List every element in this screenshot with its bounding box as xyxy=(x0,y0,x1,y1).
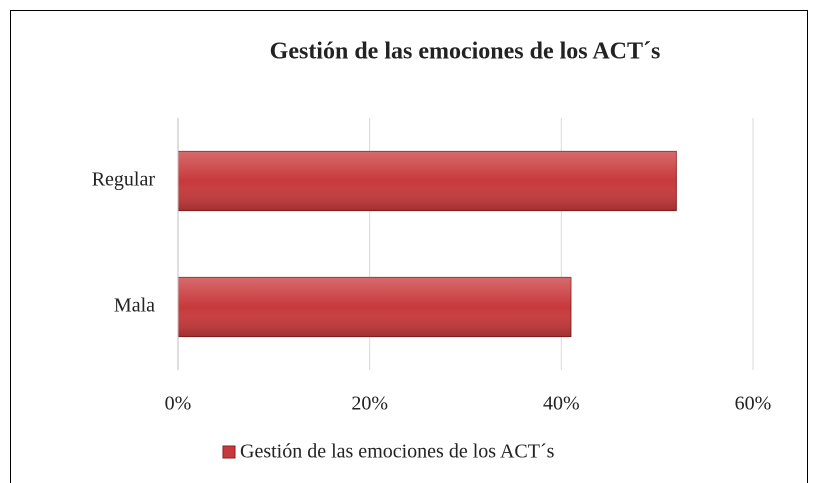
chart-title: Gestión de las emociones de los ACT´s xyxy=(270,39,661,65)
legend-label: Gestión de las emociones de los ACT´s xyxy=(240,441,555,463)
bar xyxy=(177,276,572,338)
bar xyxy=(177,150,677,212)
y-tick-label: Mala xyxy=(114,295,155,317)
legend-swatch xyxy=(222,445,236,459)
y-tick-label: Regular xyxy=(92,169,156,191)
chart-border xyxy=(10,10,808,483)
x-tick-label: 0% xyxy=(165,393,192,415)
x-tick-label: 20% xyxy=(351,393,388,415)
x-tick-label: 40% xyxy=(543,393,580,415)
x-tick-label: 60% xyxy=(735,393,772,415)
